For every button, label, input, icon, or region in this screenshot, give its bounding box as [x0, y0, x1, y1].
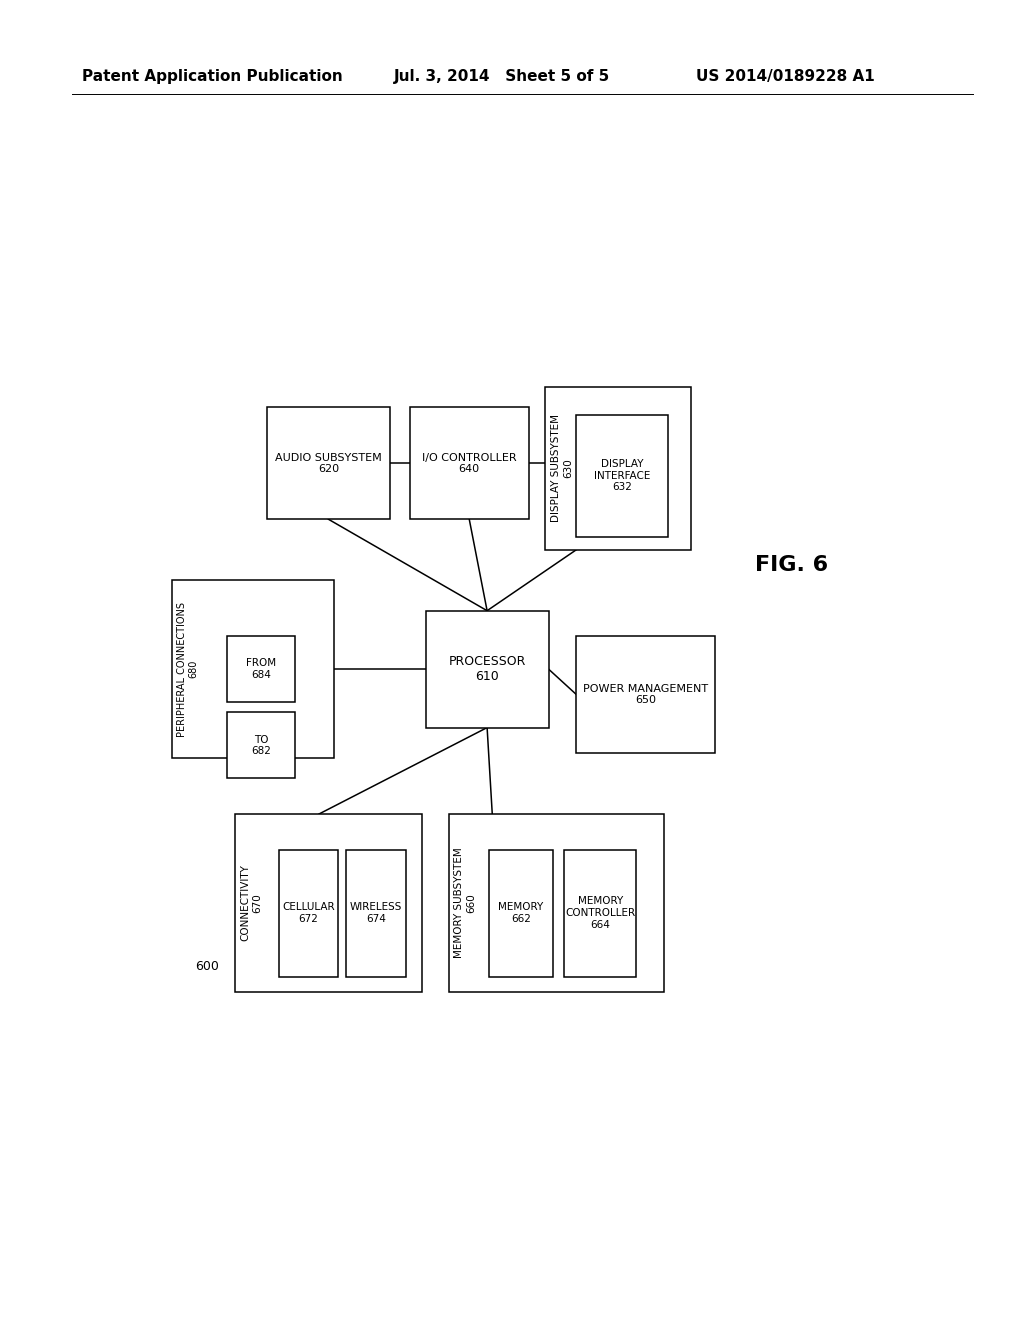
FancyBboxPatch shape — [577, 636, 715, 752]
Text: MEMORY
CONTROLLER
664: MEMORY CONTROLLER 664 — [565, 896, 635, 929]
Text: MEMORY SUBSYSTEM
660: MEMORY SUBSYSTEM 660 — [455, 847, 476, 958]
Text: Jul. 3, 2014   Sheet 5 of 5: Jul. 3, 2014 Sheet 5 of 5 — [394, 69, 610, 84]
FancyBboxPatch shape — [346, 850, 406, 977]
FancyBboxPatch shape — [227, 636, 295, 702]
FancyBboxPatch shape — [236, 814, 422, 991]
FancyBboxPatch shape — [172, 581, 334, 758]
Text: POWER MANAGEMENT
650: POWER MANAGEMENT 650 — [584, 684, 709, 705]
Text: TO
682: TO 682 — [251, 734, 271, 756]
FancyBboxPatch shape — [545, 387, 691, 549]
Text: DISPLAY
INTERFACE
632: DISPLAY INTERFACE 632 — [594, 459, 650, 492]
FancyBboxPatch shape — [564, 850, 636, 977]
Text: 600: 600 — [196, 960, 219, 973]
Text: FIG. 6: FIG. 6 — [755, 554, 828, 576]
FancyBboxPatch shape — [450, 814, 664, 991]
Text: I/O CONTROLLER
640: I/O CONTROLLER 640 — [422, 453, 516, 474]
Text: PROCESSOR
610: PROCESSOR 610 — [449, 655, 525, 684]
FancyBboxPatch shape — [227, 713, 295, 779]
Text: CONNECTIVITY
670: CONNECTIVITY 670 — [241, 865, 262, 941]
Text: MEMORY
662: MEMORY 662 — [499, 903, 544, 924]
FancyBboxPatch shape — [426, 611, 549, 727]
Text: AUDIO SUBSYSTEM
620: AUDIO SUBSYSTEM 620 — [275, 453, 382, 474]
Text: US 2014/0189228 A1: US 2014/0189228 A1 — [696, 69, 876, 84]
Text: FROM
684: FROM 684 — [246, 659, 276, 680]
Text: CELLULAR
672: CELLULAR 672 — [283, 903, 335, 924]
FancyBboxPatch shape — [577, 414, 668, 536]
Text: PERIPHERAL CONNECTIONS
680: PERIPHERAL CONNECTIONS 680 — [177, 602, 199, 737]
Text: WIRELESS
674: WIRELESS 674 — [350, 903, 402, 924]
FancyBboxPatch shape — [267, 408, 390, 519]
Text: Patent Application Publication: Patent Application Publication — [82, 69, 343, 84]
FancyBboxPatch shape — [489, 850, 553, 977]
Text: DISPLAY SUBSYSTEM
630: DISPLAY SUBSYSTEM 630 — [551, 414, 572, 523]
FancyBboxPatch shape — [410, 408, 528, 519]
FancyBboxPatch shape — [279, 850, 338, 977]
